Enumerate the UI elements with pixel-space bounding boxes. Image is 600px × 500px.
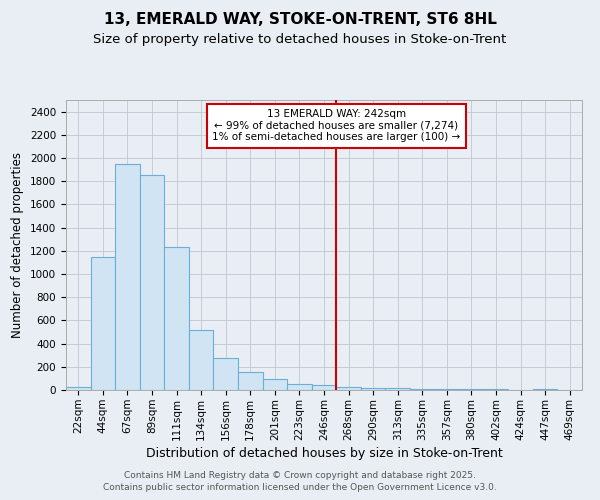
Bar bbox=[91, 256, 115, 390]
Bar bbox=[66, 387, 91, 390]
Bar bbox=[189, 330, 214, 390]
Text: 13 EMERALD WAY: 242sqm
← 99% of detached houses are smaller (7,274)
1% of semi-d: 13 EMERALD WAY: 242sqm ← 99% of detached… bbox=[212, 110, 460, 142]
Bar bbox=[287, 384, 312, 390]
Text: Contains HM Land Registry data © Crown copyright and database right 2025.
Contai: Contains HM Land Registry data © Crown c… bbox=[103, 471, 497, 492]
Bar bbox=[361, 388, 385, 390]
Bar bbox=[312, 386, 336, 390]
Bar bbox=[263, 379, 287, 390]
Bar bbox=[115, 164, 140, 390]
Bar bbox=[140, 176, 164, 390]
Bar bbox=[336, 387, 361, 390]
Bar bbox=[385, 388, 410, 390]
Y-axis label: Number of detached properties: Number of detached properties bbox=[11, 152, 25, 338]
Bar bbox=[164, 248, 189, 390]
Text: Size of property relative to detached houses in Stoke-on-Trent: Size of property relative to detached ho… bbox=[94, 32, 506, 46]
Bar bbox=[214, 358, 238, 390]
Bar bbox=[238, 372, 263, 390]
Text: 13, EMERALD WAY, STOKE-ON-TRENT, ST6 8HL: 13, EMERALD WAY, STOKE-ON-TRENT, ST6 8HL bbox=[104, 12, 496, 28]
X-axis label: Distribution of detached houses by size in Stoke-on-Trent: Distribution of detached houses by size … bbox=[146, 446, 502, 460]
